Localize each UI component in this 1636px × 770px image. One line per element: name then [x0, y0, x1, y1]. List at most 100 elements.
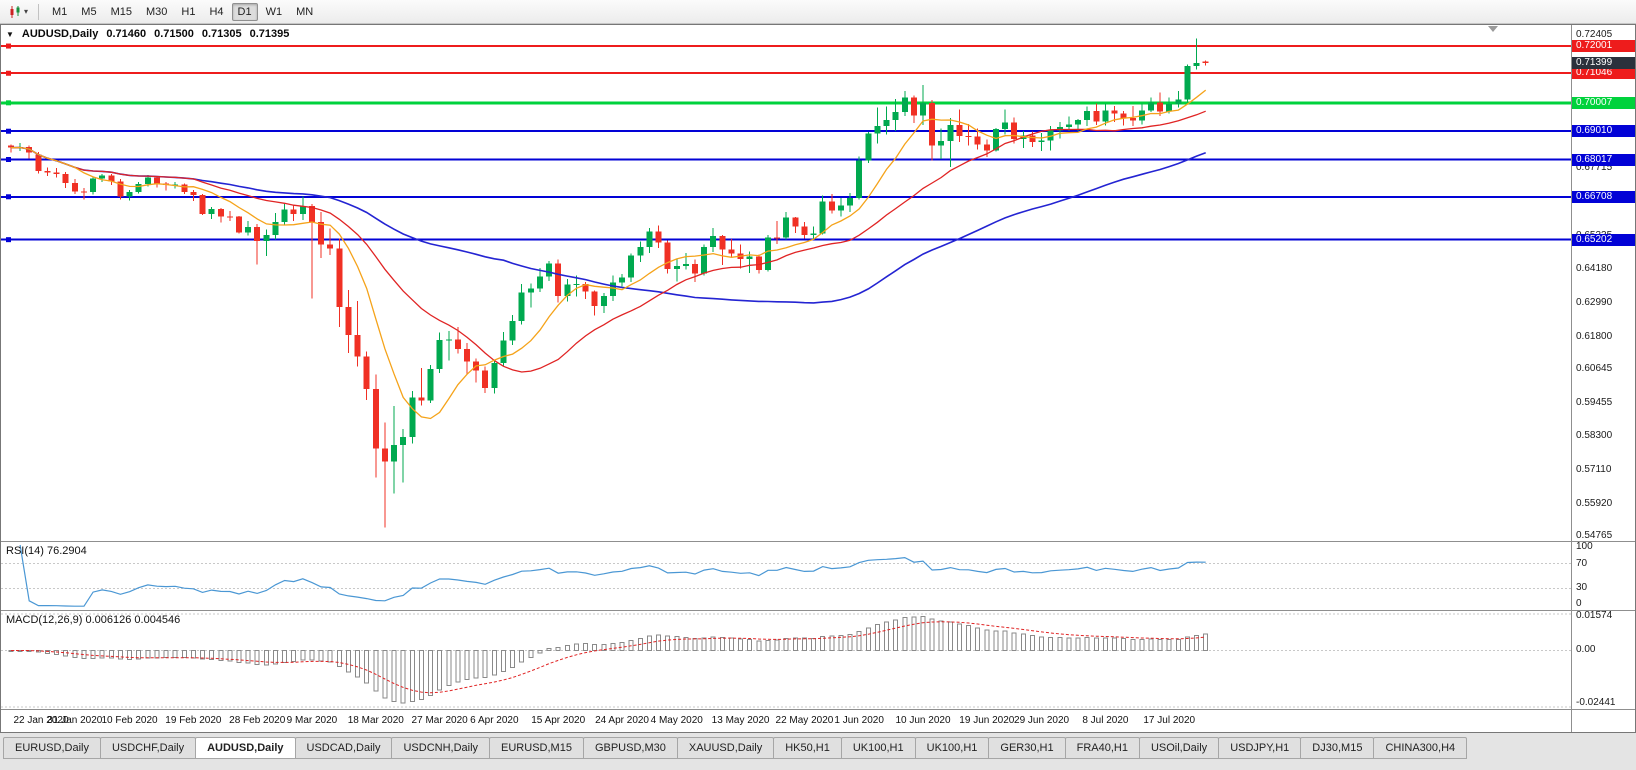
candles [8, 38, 1209, 528]
price-badge-red: 0.71046 [1572, 67, 1635, 80]
timeframe-button-m5[interactable]: M5 [81, 5, 97, 18]
price-tick-label: 0.67715 [1576, 162, 1613, 174]
timeframe-buttons: M1 M5 M15 M30 H1 H4 D1 W1 MN [45, 2, 320, 21]
current-price-badge: 0.71399 [1572, 57, 1635, 70]
time-axis[interactable]: 22 Jan 2020 31 Jan 2020 10 Feb 2020 19 Feb … [1, 710, 1571, 732]
chart-type-button[interactable]: ▾ [4, 3, 32, 21]
quote-high: 0.71500 [154, 28, 194, 40]
timeframe-button-mn[interactable]: MN [296, 5, 314, 18]
price-badge-red: 0.72001 [1572, 40, 1635, 52]
date-tick-label: 29 Jun 2020 [1014, 715, 1070, 726]
timeframe-button-d1[interactable]: D1 [231, 2, 258, 21]
chart-tab-hk50-h1[interactable]: HK50,H1 [773, 737, 842, 759]
rsi-tick-label: 70 [1576, 557, 1588, 569]
date-tick-label: 19 Feb 2020 [165, 715, 222, 726]
rsi-line [19, 544, 1206, 607]
price-badge-blue: 0.65202 [1572, 233, 1635, 246]
one-click-trading-icon[interactable]: ▼ [6, 29, 14, 39]
date-tick-label: 19 Jun 2020 [959, 715, 1015, 726]
panel-splitter[interactable] [1, 541, 1635, 542]
date-tick-label: 28 Feb 2020 [229, 715, 286, 726]
date-tick-label: 17 Jul 2020 [1143, 715, 1196, 726]
ma-fast-line [10, 89, 1207, 420]
macd-scale: 0.01574 0.00 -0.02441 [1571, 611, 1635, 709]
rsi-plot[interactable] [1, 542, 1571, 610]
axis-corner [1571, 710, 1635, 732]
ma-slow-line [10, 146, 1206, 304]
date-tick-label: 22 Jan 2020 [13, 715, 69, 726]
timeframe-button-m30[interactable]: M30 [145, 5, 168, 18]
toolbar-separator [38, 3, 40, 20]
level-handle[interactable] [6, 194, 11, 200]
price-plot[interactable] [1, 25, 1571, 541]
date-tick-label: 6 Apr 2020 [470, 715, 519, 726]
macd-plot[interactable] [1, 611, 1571, 709]
rsi-tick-label: 30 [1576, 582, 1588, 594]
quote-symbol: AUDUSD,Daily [21, 28, 99, 40]
level-handle[interactable] [6, 156, 11, 162]
date-tick-label: 4 May 2020 [650, 715, 703, 726]
date-tick-label: 9 Mar 2020 [286, 715, 338, 726]
price-tick-label: 0.55920 [1576, 497, 1613, 509]
chart-tab-uk100-h1[interactable]: UK100,H1 [840, 737, 916, 759]
chart-tab-usdcad-daily[interactable]: USDCAD,Daily [294, 737, 393, 759]
timeframe-button-m1[interactable]: M1 [52, 5, 68, 18]
level-handle[interactable] [6, 128, 11, 134]
macd-signal-line [11, 621, 1206, 694]
price-tick-label: 0.60645 [1576, 363, 1613, 375]
price-chart-panel[interactable]: ▼ AUDUSD,Daily 0.71460 0.71500 0.71305 0… [1, 25, 1571, 541]
chart-tab-usdcnh-daily[interactable]: USDCNH,Daily [391, 737, 491, 759]
timeframe-button-h4[interactable]: H4 [209, 5, 224, 18]
timeframe-toolbar: ▾ M1 M5 M15 M30 H1 H4 D1 W1 MN [0, 0, 1636, 24]
chart-tab-dj30-m15[interactable]: DJ30,M15 [1300, 737, 1375, 759]
chart-tab-ger30-h1[interactable]: GER30,H1 [988, 737, 1066, 759]
chart-tab-audusd-daily[interactable]: AUDUSD,Daily [195, 737, 296, 759]
chart-tab-gbpusd-m30[interactable]: GBPUSD,M30 [582, 737, 678, 759]
timeframe-button-w1[interactable]: W1 [265, 5, 283, 18]
macd-histogram [8, 615, 1209, 704]
date-tick-label: 15 Apr 2020 [531, 715, 586, 726]
date-tick-label: 31 Jan 2020 [47, 715, 103, 726]
price-scale[interactable]: 0.724050.677150.653350.641800.629900.618… [1571, 25, 1635, 541]
rsi-tick-label: 100 [1576, 542, 1593, 552]
chart-tab-xauusd-daily[interactable]: XAUUSD,Daily [676, 737, 775, 759]
date-tick-label: 8 Jul 2020 [1082, 715, 1129, 726]
price-tick-label: 0.57110 [1576, 464, 1612, 476]
chart-tab-eurusd-daily[interactable]: EURUSD,Daily [3, 737, 101, 759]
level-handle[interactable] [6, 237, 11, 243]
quote-open: 0.71460 [106, 28, 147, 40]
chart-window: ▼ AUDUSD,Daily 0.71460 0.71500 0.71305 0… [0, 24, 1636, 733]
candlestick-chart-icon [10, 5, 20, 18]
quote-close: 0.71395 [249, 28, 290, 40]
date-tick-label: 18 Mar 2020 [347, 715, 404, 726]
chart-tab-usoil-daily[interactable]: USOil,Daily [1138, 737, 1220, 759]
ma-mid-line [10, 110, 1206, 373]
chart-tab-fra40-h1[interactable]: FRA40,H1 [1064, 737, 1140, 759]
date-tick-label: 10 Feb 2020 [101, 715, 158, 726]
chart-shift-marker[interactable] [1488, 26, 1498, 32]
price-tick-label: 0.54765 [1576, 530, 1613, 541]
level-handle[interactable] [6, 43, 11, 49]
rsi-tick-label: 0 [1576, 598, 1582, 609]
timeframe-button-h1[interactable]: H1 [181, 5, 196, 18]
rsi-panel[interactable]: RSI(14) 76.2904 [1, 542, 1571, 610]
level-handle[interactable] [6, 100, 11, 106]
date-tick-label: 10 Jun 2020 [895, 715, 951, 726]
level-handle[interactable] [6, 70, 11, 76]
price-tick-label: 0.61800 [1576, 330, 1613, 342]
date-tick-label: 13 May 2020 [711, 715, 770, 726]
date-tick-label: 24 Apr 2020 [595, 715, 649, 726]
chart-tab-china300-h4[interactable]: CHINA300,H4 [1373, 737, 1468, 759]
date-tick-label: 22 May 2020 [775, 715, 834, 726]
macd-panel[interactable]: MACD(12,26,9) 0.006126 0.004546 [1, 611, 1571, 709]
panel-splitter[interactable] [1, 610, 1635, 611]
chart-tab-eurusd-m15[interactable]: EURUSD,M15 [489, 737, 584, 759]
chart-tab-usdchf-daily[interactable]: USDCHF,Daily [99, 737, 197, 759]
macd-label: MACD(12,26,9) 0.006126 0.004546 [6, 614, 181, 626]
price-badge-blue: 0.68017 [1572, 153, 1635, 166]
chart-tab-uk100-h1[interactable]: UK100,H1 [914, 737, 990, 759]
rsi-scale: 100 70 30 0 [1571, 542, 1635, 610]
chart-tab-usdjpy-h1[interactable]: USDJPY,H1 [1218, 737, 1302, 759]
timeframe-button-m15[interactable]: M15 [110, 5, 132, 18]
